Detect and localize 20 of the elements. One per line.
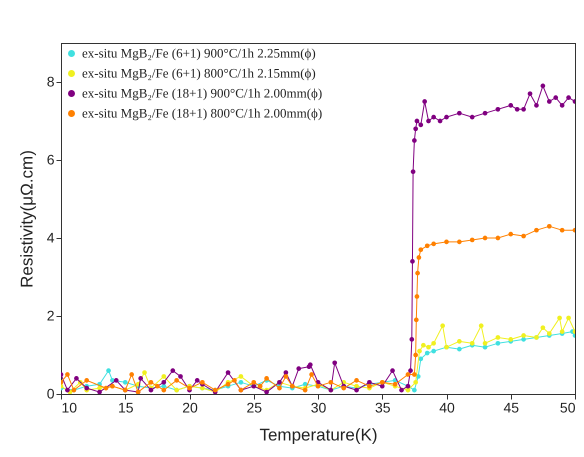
legend-label: ex-situ MgB₂/Fe (6+1) 900°C/1h 2.25mm(ϕ) bbox=[82, 46, 316, 60]
legend-label: ex-situ MgB₂/Fe (18+1) 900°C/1h 2.00mm(ϕ) bbox=[82, 86, 322, 100]
y-tick-label: 8 bbox=[46, 74, 55, 90]
x-tick-label: 10 bbox=[62, 400, 78, 416]
y-tick-label: 2 bbox=[46, 308, 55, 324]
x-tick-label: 45 bbox=[503, 400, 520, 416]
x-tick-label: 20 bbox=[182, 400, 198, 416]
x-tick-label: 40 bbox=[439, 400, 455, 416]
x-axis-title: Temperature(K) bbox=[259, 426, 378, 444]
y-tick-label: 4 bbox=[46, 230, 55, 246]
legend-label: ex-situ MgB₂/Fe (18+1) 800°C/1h 2.00mm(ϕ) bbox=[82, 106, 322, 120]
y-axis-title: Resistivity(μΩ.cm) bbox=[18, 150, 37, 288]
x-tick-label: 35 bbox=[374, 400, 391, 416]
x-tick-label: 15 bbox=[118, 400, 134, 416]
x-tick-label: 30 bbox=[310, 400, 326, 416]
x-tick-label: 25 bbox=[246, 400, 262, 416]
x-tick-label: 50 bbox=[560, 400, 576, 416]
y-tick-label: 6 bbox=[46, 152, 55, 168]
legend-label: ex-situ MgB₂/Fe (6+1) 800°C/1h 2.15mm(ϕ) bbox=[82, 66, 316, 80]
y-tick-label: 0 bbox=[46, 386, 55, 402]
